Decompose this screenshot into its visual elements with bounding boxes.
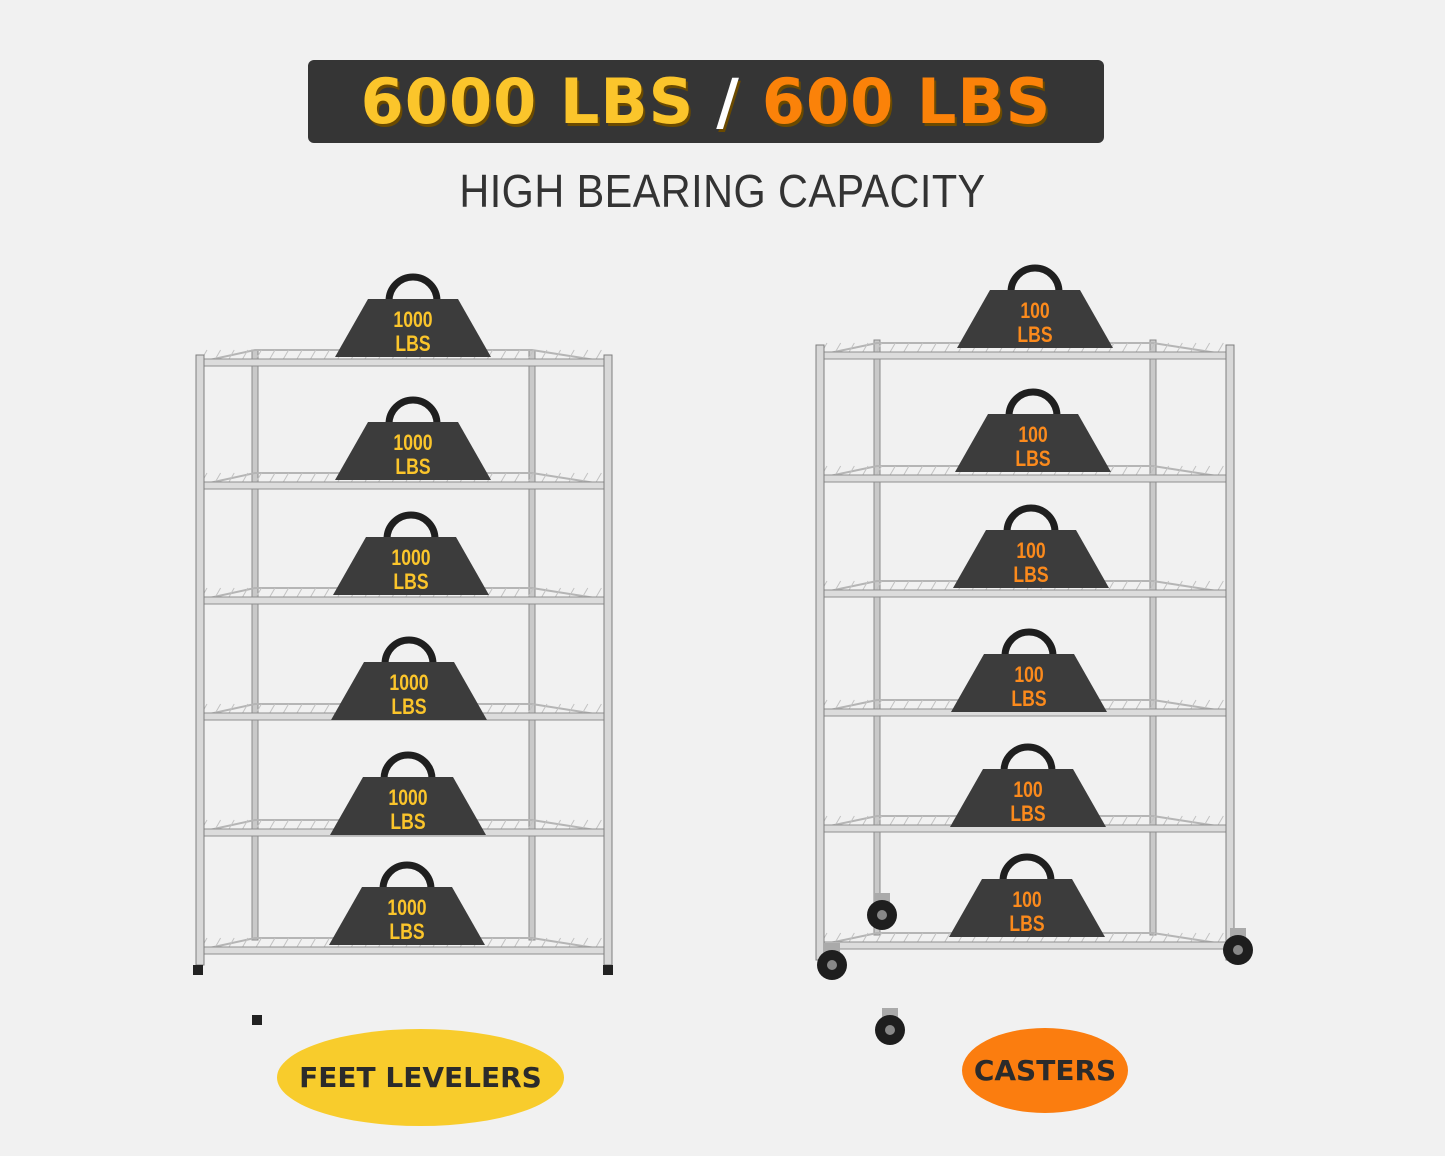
caster-hub — [827, 960, 837, 970]
weight-body — [333, 537, 489, 595]
weight-handle — [1007, 264, 1063, 293]
shelf-rim — [199, 358, 609, 367]
post — [603, 354, 613, 966]
weight-value: 100 — [1020, 299, 1049, 323]
post — [528, 349, 536, 941]
weight-value: 100 — [1013, 778, 1042, 802]
weight-unit: LBS — [1010, 802, 1045, 826]
caster-hub — [885, 1025, 895, 1035]
casters-badge: CASTERS — [962, 1028, 1128, 1113]
weight-unit: LBS — [1017, 323, 1052, 347]
weight-handle — [999, 853, 1055, 882]
weight-unit: LBS — [1013, 563, 1048, 587]
post — [815, 344, 825, 961]
weight-body — [335, 299, 491, 357]
shelf-rim — [819, 474, 1231, 483]
weight-value: 1000 — [387, 896, 426, 920]
weight-body — [950, 769, 1106, 827]
capacity-banner: 6000 LBS / 600 LBS — [308, 60, 1104, 143]
weight-handle — [1001, 628, 1057, 657]
foot-leveler — [193, 965, 203, 975]
weight-value: 1000 — [393, 431, 432, 455]
left_rack-rack: 1000LBS1000LBS1000LBS1000LBS1000LBS1000L… — [193, 273, 613, 1025]
weight-value: 1000 — [388, 786, 427, 810]
weight-handle — [380, 751, 436, 780]
weight-body — [949, 879, 1105, 937]
weight-body — [331, 662, 487, 720]
post — [251, 349, 259, 941]
weight-body — [953, 530, 1109, 588]
weight-unit: LBS — [391, 695, 426, 719]
capacity-right: 600 LBS — [761, 65, 1052, 138]
shelf-rim — [199, 946, 609, 955]
shelf-rim — [819, 941, 1231, 950]
weight-handle — [385, 273, 441, 302]
shelf-rim — [819, 589, 1231, 598]
weight-body — [951, 654, 1107, 712]
foot-leveler — [603, 965, 613, 975]
shelf-rim — [819, 351, 1231, 360]
weight-value: 100 — [1016, 539, 1045, 563]
weight-unit: LBS — [1011, 687, 1046, 711]
weight-value: 1000 — [393, 308, 432, 332]
post — [195, 354, 205, 966]
weight-handle — [381, 636, 437, 665]
post — [1225, 344, 1235, 961]
caster-hub — [1233, 945, 1243, 955]
post — [1149, 339, 1157, 936]
weight-body — [335, 422, 491, 480]
weight-unit: LBS — [393, 570, 428, 594]
weight-body — [330, 777, 486, 835]
weight-body — [329, 887, 485, 945]
capacity-separator: / — [716, 65, 740, 138]
capacity-left: 6000 LBS — [360, 65, 695, 138]
caster-wheel — [875, 1008, 905, 1045]
weight-body — [957, 290, 1113, 348]
weight-handle — [1000, 743, 1056, 772]
feet-levelers-badge: FEET LEVELERS — [277, 1029, 564, 1126]
weight-value: 1000 — [391, 546, 430, 570]
shelf-rim — [199, 596, 609, 605]
weight-value: 100 — [1014, 663, 1043, 687]
caster-wheel — [867, 893, 897, 930]
weight-unit: LBS — [395, 455, 430, 479]
weight-body — [955, 414, 1111, 472]
weight-value: 100 — [1012, 888, 1041, 912]
post — [873, 339, 881, 936]
caster-wheel — [817, 943, 847, 980]
weight-handle — [1005, 388, 1061, 417]
shelf-rim — [199, 481, 609, 490]
weight-value: 100 — [1018, 423, 1047, 447]
weight-unit: LBS — [389, 920, 424, 944]
subtitle: HIGH BEARING CAPACITY — [459, 165, 986, 217]
weight-handle — [1003, 504, 1059, 533]
weight-handle — [379, 861, 435, 890]
weight-unit: LBS — [395, 332, 430, 356]
weight-value: 1000 — [389, 671, 428, 695]
caster-hub — [877, 910, 887, 920]
weight-handle — [385, 396, 441, 425]
weight-handle — [383, 511, 439, 540]
weight-unit: LBS — [1015, 447, 1050, 471]
weight-unit: LBS — [1009, 912, 1044, 936]
foot-leveler — [252, 1015, 262, 1025]
caster-wheel — [1223, 928, 1253, 965]
weight-unit: LBS — [390, 810, 425, 834]
